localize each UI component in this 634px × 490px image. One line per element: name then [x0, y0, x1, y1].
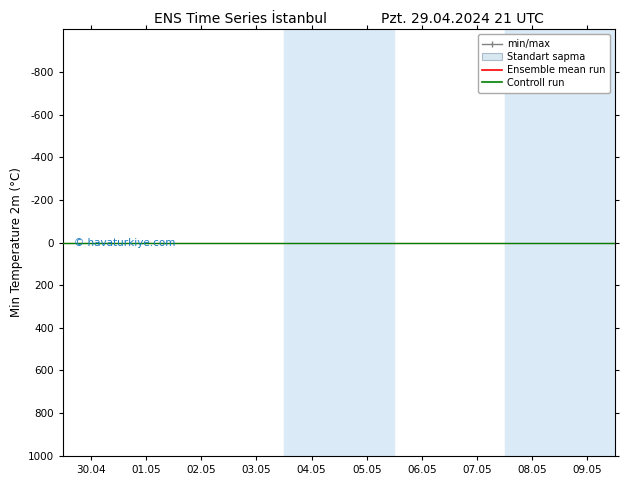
Y-axis label: Min Temperature 2m (°C): Min Temperature 2m (°C) [10, 168, 23, 318]
Bar [284, 29, 339, 456]
Text: © havaturkiye.com: © havaturkiye.com [74, 238, 176, 247]
Legend: min/max, Standart sapma, Ensemble mean run, Controll run: min/max, Standart sapma, Ensemble mean r… [477, 34, 610, 93]
Bar [560, 29, 615, 456]
Text: ENS Time Series İstanbul: ENS Time Series İstanbul [155, 12, 327, 26]
Bar [505, 29, 560, 456]
Text: Pzt. 29.04.2024 21 UTC: Pzt. 29.04.2024 21 UTC [382, 12, 544, 26]
Bar [339, 29, 394, 456]
